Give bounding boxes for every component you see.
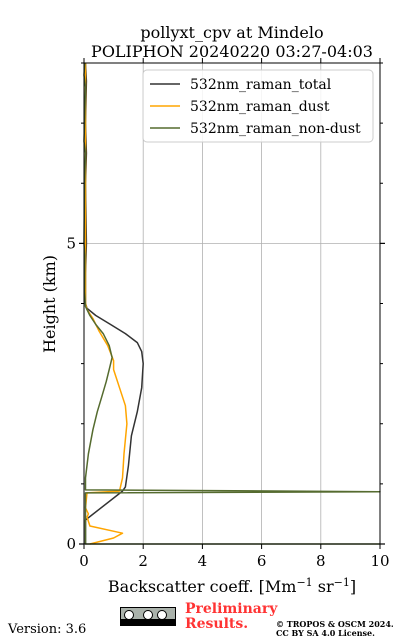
copyright-line2: CC BY SA 4.0 License. bbox=[276, 628, 375, 638]
x-tick-label: 6 bbox=[257, 552, 267, 570]
series-line-0 bbox=[84, 62, 144, 544]
x-tick-label: 2 bbox=[138, 552, 148, 570]
y-tick-label: 5 bbox=[66, 234, 76, 252]
grid bbox=[84, 63, 380, 544]
legend: 532nm_raman_total 532nm_raman_dust 532nm… bbox=[142, 69, 374, 143]
series-line-2 bbox=[83, 62, 381, 545]
y-tick-label: 0 bbox=[66, 535, 76, 553]
preliminary-line2: Results. bbox=[185, 616, 249, 632]
copyright-note: © TROPOS & OSCM 2024. CC BY SA 4.0 Licen… bbox=[276, 620, 398, 638]
y-axis-label: Height (km) bbox=[40, 255, 59, 353]
x-tick-label: 4 bbox=[198, 552, 208, 570]
preliminary-line1: Preliminary bbox=[185, 601, 278, 617]
cc-license-icon bbox=[120, 607, 176, 626]
legend-label-total: 532nm_raman_total bbox=[190, 77, 332, 93]
chart-title-line1: pollyxt_cpv at Mindelo bbox=[140, 23, 323, 42]
x-tick-label: 0 bbox=[79, 552, 89, 570]
preliminary-results-note: Preliminary Results. bbox=[185, 602, 285, 632]
legend-label-dust: 532nm_raman_dust bbox=[190, 99, 330, 115]
cc-badge-bar bbox=[121, 619, 175, 625]
ticks: 0 2 4 6 8 10 0 5 bbox=[66, 58, 390, 570]
legend-box bbox=[142, 69, 374, 143]
x-axis-label: Backscatter coeff. [Mm−1 sr−1] bbox=[108, 576, 356, 596]
copyright-line1: © TROPOS & OSCM 2024. bbox=[276, 619, 394, 629]
chart-title-line2: POLIPHON 20240220 03:27-04:03 bbox=[91, 42, 373, 61]
series-lines bbox=[83, 62, 381, 545]
series-line-1 bbox=[84, 63, 128, 545]
x-tick-label: 8 bbox=[316, 552, 326, 570]
x-tick-label: 10 bbox=[370, 552, 389, 570]
version-label: Version: 3.6 bbox=[8, 622, 87, 637]
legend-label-non-dust: 532nm_raman_non-dust bbox=[190, 121, 361, 137]
